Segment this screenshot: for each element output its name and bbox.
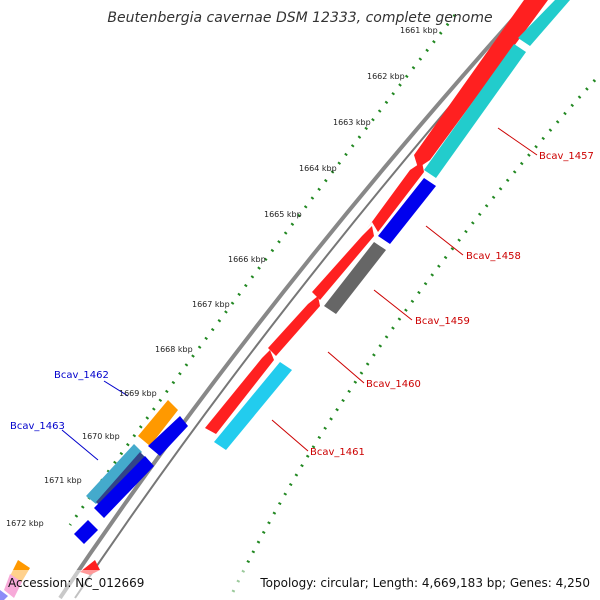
cds-feature: [518, 0, 570, 46]
ruler-tick-labels: 1661 kbp 1662 kbp 1663 kbp 1664 kbp 1665…: [6, 26, 438, 528]
cds-feature: [94, 456, 154, 518]
cds-feature: [268, 296, 320, 356]
tick-label: 1672 kbp: [6, 519, 44, 528]
cds-feature: [312, 226, 374, 300]
label-leader-lines-reverse: [61, 380, 129, 461]
forward-strand-cds: [214, 0, 570, 450]
tick-label: 1662 kbp: [367, 72, 405, 81]
gene-label: Bcav_1462: [54, 370, 109, 381]
genome-summary-text: Topology: circular; Length: 4,669,183 bp…: [259, 576, 590, 590]
tick-label: 1669 kbp: [119, 389, 157, 398]
cds-feature: [205, 350, 274, 434]
cds-feature: [214, 362, 292, 450]
gene-label: Bcav_1460: [366, 379, 421, 390]
cds-feature: [324, 242, 386, 314]
gene-label: Bcav_1463: [10, 421, 65, 432]
cds-feature: [148, 416, 188, 456]
map-title: Beutenbergia cavernae DSM 12333, complet…: [107, 10, 492, 26]
gene-labels-forward: Bcav_1457 Bcav_1458 Bcav_1459 Bcav_1460 …: [310, 151, 594, 458]
gene-label: Bcav_1458: [466, 251, 521, 262]
cds-feature: [366, 162, 424, 232]
tick-label: 1665 kbp: [264, 210, 302, 219]
footer: Accession: NC_012669 Topology: circular;…: [0, 570, 600, 600]
gene-label: Bcav_1459: [415, 316, 470, 327]
tick-label: 1671 kbp: [44, 476, 82, 485]
tick-label: 1670 kbp: [82, 432, 120, 441]
label-leader-lines: [271, 127, 538, 452]
gene-label: Bcav_1461: [310, 447, 365, 458]
tick-label: 1661 kbp: [400, 26, 438, 35]
ruler-outer: [68, 14, 457, 526]
tick-label: 1667 kbp: [192, 300, 230, 309]
accession-text: Accession: NC_012669: [8, 576, 144, 590]
ruler-inner: [228, 78, 597, 599]
tick-label: 1663 kbp: [333, 118, 371, 127]
cds-feature: [86, 444, 142, 504]
cds-feature: [424, 44, 526, 178]
tick-label: 1668 kbp: [155, 345, 193, 354]
cds-feature: [414, 0, 548, 168]
gene-labels-reverse: Bcav_1462 Bcav_1463: [10, 370, 109, 432]
cds-feature: [74, 520, 98, 544]
tick-label: 1664 kbp: [299, 164, 337, 173]
tick-label: 1666 kbp: [228, 255, 266, 264]
cds-feature: [138, 400, 178, 446]
cds-feature: [378, 178, 436, 244]
forward-strand-red: [80, 0, 548, 575]
gene-label: Bcav_1457: [539, 151, 594, 162]
